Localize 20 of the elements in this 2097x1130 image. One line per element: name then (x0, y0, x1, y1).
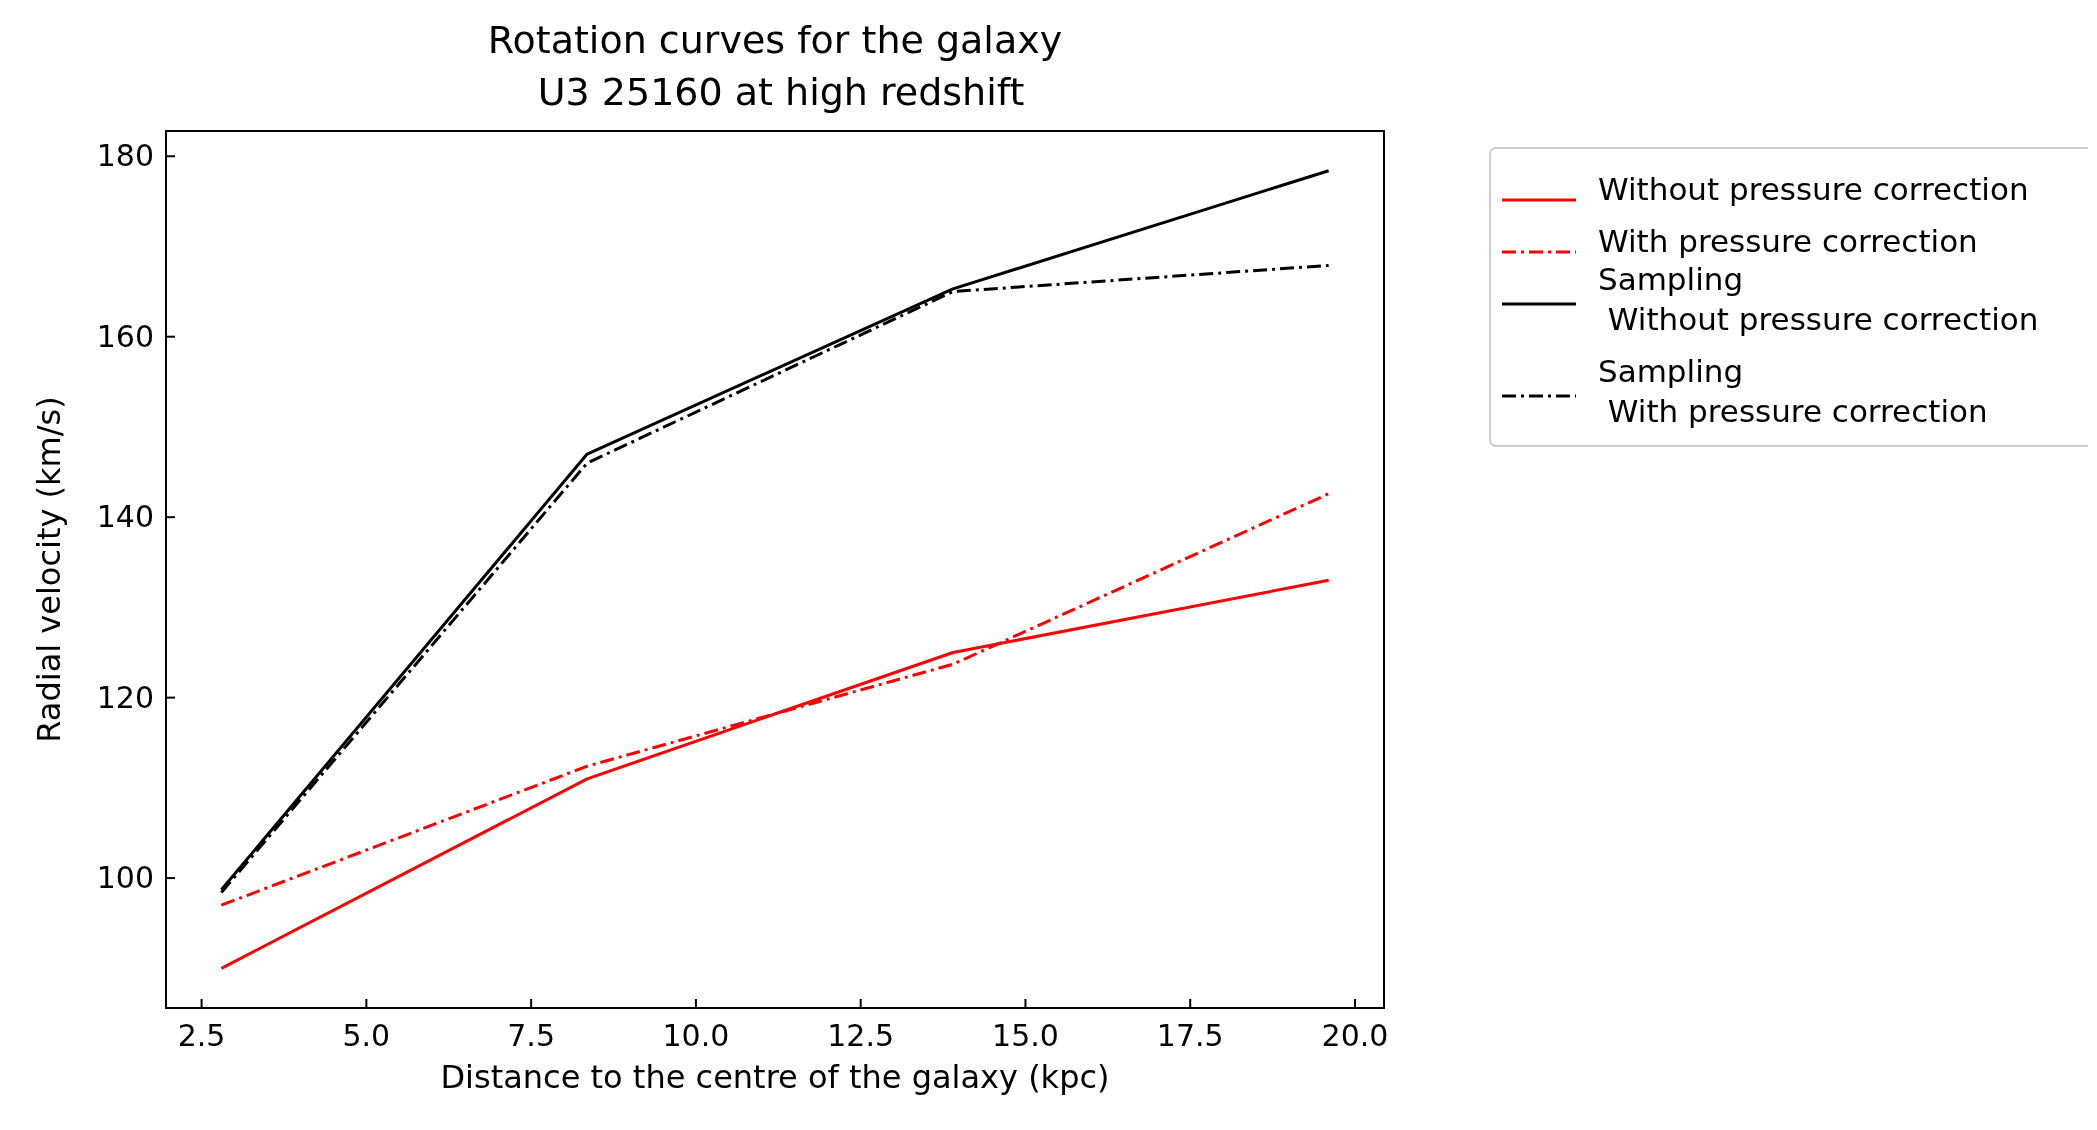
x-tick-label: 12.5 (827, 1018, 895, 1053)
y-axis-title: Radial velocity (km/s) (30, 396, 68, 743)
y-tick-label: 120 (96, 679, 154, 715)
legend-label: Sampling With pressure correction (1598, 353, 1988, 429)
legend-label: With pressure correction (1598, 223, 1978, 259)
y-tick-label: 100 (96, 860, 154, 896)
x-tick-label: 5.0 (342, 1018, 391, 1053)
y-tick-label: 160 (96, 318, 154, 354)
legend-label: Without pressure correction (1598, 171, 2029, 207)
y-tick-label: 140 (96, 499, 154, 535)
x-tick-label: 10.0 (662, 1018, 730, 1053)
y-tick-label: 180 (96, 138, 154, 174)
x-tick-label: 7.5 (507, 1018, 555, 1053)
x-tick-label: 15.0 (992, 1018, 1059, 1053)
x-tick-label: 2.5 (177, 1018, 226, 1053)
x-tick-label: 20.0 (1321, 1018, 1389, 1053)
legend-label: Sampling Without pressure correction (1598, 261, 2039, 337)
x-axis-title: Distance to the centre of the galaxy (kpc) (440, 1058, 1110, 1096)
x-tick-label: 17.5 (1156, 1018, 1224, 1053)
chart-title: Rotation curves for the galaxy U3 25160 at high redshift (487, 18, 1063, 114)
